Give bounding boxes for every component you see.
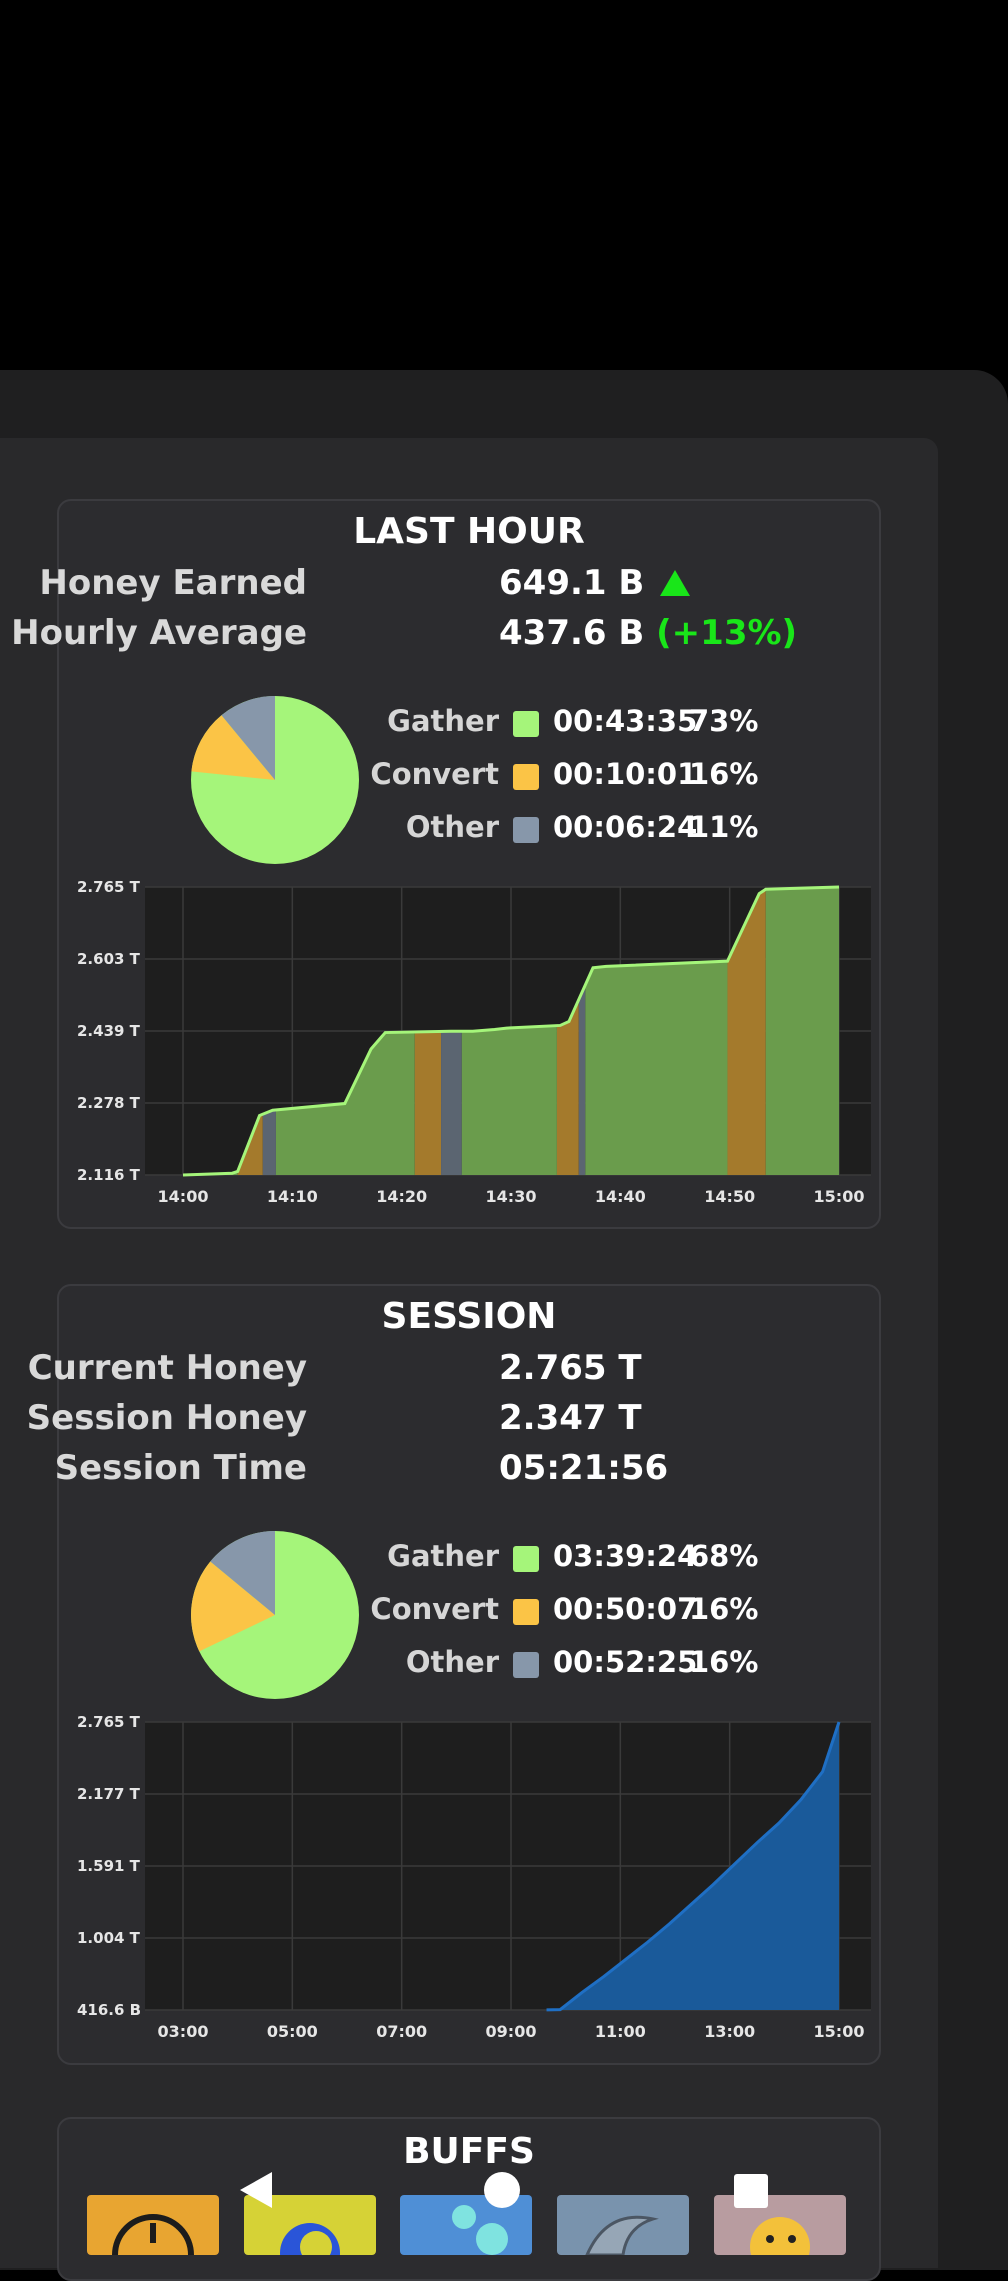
- hourly-average-label: Hourly Average: [11, 613, 307, 653]
- x-tick-label: 14:40: [595, 1187, 646, 1206]
- honey-earned-value: 649.1 B: [499, 563, 691, 603]
- legend-gather: Gather 03:39:24 68%: [387, 1539, 759, 1573]
- current-honey-value: 2.765 T: [499, 1348, 642, 1388]
- x-tick-label: 05:00: [267, 2022, 318, 2041]
- x-tick-label: 15:00: [814, 1187, 865, 1206]
- session-time-value: 05:21:56: [499, 1448, 669, 1488]
- y-tick-label: 416.6 B: [77, 2001, 141, 2019]
- y-tick-label: 2.765 T: [77, 878, 141, 896]
- y-tick-label: 1.004 T: [77, 1929, 141, 1947]
- series-area: [546, 1722, 839, 2010]
- area-segment-gather: [765, 887, 839, 1175]
- last-hour-card: LAST HOUR Honey Earned 649.1 B Hourly Av…: [11, 499, 881, 1229]
- last-hour-title: LAST HOUR: [353, 511, 585, 552]
- hourly-change: (+13%): [656, 613, 798, 653]
- convert-swatch: [513, 764, 539, 790]
- recents-nav-icon[interactable]: [732, 2172, 772, 2212]
- legend-convert: Convert 00:50:07 16%: [370, 1592, 759, 1626]
- x-tick-label: 11:00: [595, 2022, 646, 2041]
- gather-swatch: [513, 1546, 539, 1572]
- hourly-average-value: 437.6 B (+13%): [499, 613, 798, 653]
- x-tick-label: 14:20: [376, 1187, 427, 1206]
- series-line: [546, 1721, 841, 2012]
- current-honey-label: Current Honey: [27, 1348, 307, 1388]
- legend-other: Other 00:52:25 16%: [405, 1645, 759, 1679]
- x-tick-label: 09:00: [486, 2022, 537, 2041]
- y-tick-label: 1.591 T: [77, 1857, 141, 1875]
- y-tick-label: 2.603 T: [77, 950, 141, 968]
- y-tick-label: 2.765 T: [77, 1713, 141, 1731]
- last-hour-area-chart: 2.116 T 2.278 T 2.439 T 2.603 T 2.765 T 14:00…: [77, 878, 871, 1206]
- legend-other: Other 00:06:24 11%: [405, 810, 759, 844]
- session-time-label: Session Time: [54, 1448, 307, 1488]
- tide-buff-icon[interactable]: [557, 2195, 689, 2257]
- area-segment-convert: [414, 1031, 442, 1175]
- x-tick-label: 14:00: [158, 1187, 209, 1206]
- x-tick-label: 14:30: [486, 1187, 537, 1206]
- pie-slice-other: [210, 1531, 275, 1615]
- y-tick-label: 2.439 T: [77, 1022, 141, 1040]
- x-tick-label: 03:00: [158, 2022, 209, 2041]
- gather-swatch: [513, 711, 539, 737]
- up-arrow-icon: [660, 570, 691, 596]
- pie-slice-convert: [191, 715, 275, 780]
- legend-gather: Gather 00:43:35 73%: [387, 704, 759, 738]
- area-segment-convert: [556, 999, 579, 1175]
- series-line: [182, 885, 840, 1177]
- x-tick-label: 07:00: [376, 2022, 427, 2041]
- area-segment-other: [578, 984, 586, 1175]
- x-tick-label: 13:00: [704, 2022, 755, 2041]
- area-segment-gather: [585, 961, 728, 1175]
- other-swatch: [513, 1652, 539, 1678]
- home-nav-icon[interactable]: [482, 2170, 522, 2210]
- session-title: SESSION: [381, 1296, 557, 1337]
- y-tick-label: 2.116 T: [77, 1166, 141, 1184]
- y-tick-label: 2.278 T: [77, 1094, 141, 1112]
- area-segment-convert: [237, 1114, 263, 1175]
- x-tick-label: 15:00: [814, 2022, 865, 2041]
- clock-buff-icon[interactable]: [87, 2195, 219, 2281]
- area-segment-other: [262, 1109, 276, 1175]
- pie-slice-other: [221, 696, 275, 780]
- x-tick-label: 14:10: [267, 1187, 318, 1206]
- buffs-title: BUFFS: [403, 2131, 535, 2172]
- x-tick-label: 14:50: [704, 1187, 755, 1206]
- area-segment-convert: [727, 889, 766, 1175]
- last-hour-pie-chart: [191, 696, 359, 864]
- pie-slice-convert: [191, 1561, 275, 1652]
- area-segment-gather: [461, 1025, 557, 1175]
- convert-swatch: [513, 1599, 539, 1625]
- session-honey-value: 2.347 T: [499, 1398, 642, 1438]
- area-segment-other: [441, 1031, 462, 1175]
- other-swatch: [513, 817, 539, 843]
- session-area-chart: 416.6 B 1.004 T 1.591 T 2.177 T 2.765 T 03:00…: [77, 1713, 871, 2041]
- session-honey-label: Session Honey: [26, 1398, 307, 1438]
- y-tick-label: 2.177 T: [77, 1785, 141, 1803]
- back-nav-icon[interactable]: [236, 2170, 276, 2210]
- legend-convert: Convert 00:10:01 16%: [370, 757, 759, 791]
- session-card: SESSION Current Honey 2.765 T Session Ho…: [27, 1284, 881, 2065]
- session-pie-chart: [191, 1531, 359, 1699]
- honey-earned-label: Honey Earned: [39, 563, 307, 603]
